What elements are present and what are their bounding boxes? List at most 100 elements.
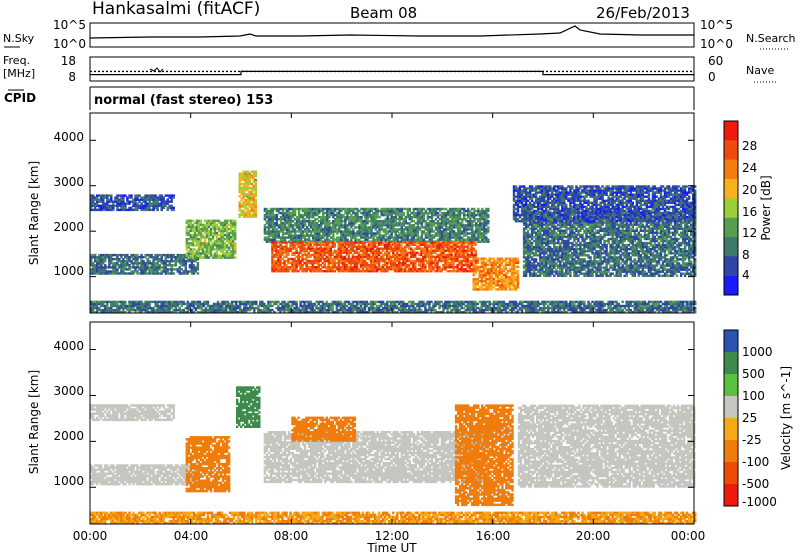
- heatmap-cell: [458, 250, 460, 252]
- heatmap-cell: [452, 262, 454, 264]
- heatmap-cell: [338, 266, 340, 268]
- heatmap-cell: [320, 241, 322, 243]
- heatmap-cell: [156, 262, 158, 264]
- heatmap-cell: [352, 230, 354, 232]
- heatmap-cell: [234, 220, 236, 222]
- heatmap-cell: [368, 258, 370, 260]
- heatmap-cell: [308, 239, 310, 241]
- heatmap-cell: [421, 234, 423, 236]
- heatmap-cell: [352, 208, 354, 210]
- heatmap-cell: [255, 201, 257, 203]
- heatmap-cell: [428, 262, 430, 264]
- heatmap-cell: [443, 222, 445, 224]
- heatmap-cell: [416, 252, 418, 254]
- heatmap-cell: [188, 242, 190, 244]
- station-title: Hankasalmi (fitACF): [92, 0, 260, 19]
- heatmap-cell: [414, 248, 416, 250]
- heatmap-cell: [278, 212, 280, 214]
- heatmap-cell: [316, 241, 318, 243]
- heatmap-cell: [277, 250, 279, 252]
- heatmap-cell: [431, 226, 433, 228]
- heatmap-cell: [368, 208, 370, 210]
- heatmap-cell: [197, 272, 199, 274]
- heatmap-cell: [475, 262, 477, 264]
- noise-right-tick-bottom: 10^0: [700, 37, 733, 51]
- heatmap-cell: [368, 236, 370, 238]
- heatmap-cell: [324, 258, 326, 260]
- nave-label: Nave: [746, 64, 774, 77]
- heatmap-cell: [188, 246, 190, 248]
- heatmap-cell: [384, 262, 386, 264]
- heatmap-cell: [218, 254, 220, 256]
- heatmap-cell: [378, 262, 380, 264]
- heatmap-cell: [417, 230, 419, 232]
- heatmap-cell: [173, 207, 175, 209]
- freq-tick-top: 18: [61, 54, 76, 68]
- heatmap-cell: [293, 252, 295, 254]
- heatmap-cell: [255, 183, 257, 185]
- heatmap-cell: [458, 241, 460, 243]
- heatmap-cell: [307, 266, 309, 268]
- heatmap-cell: [535, 264, 537, 266]
- heatmap-cell: [136, 209, 138, 211]
- heatmap-cell: [475, 254, 477, 256]
- heatmap-cell: [535, 275, 537, 277]
- heatmap-cell: [202, 246, 204, 248]
- heatmap-cell: [292, 216, 294, 218]
- heatmap-cell: [322, 216, 324, 218]
- heatmap-cell: [156, 205, 158, 207]
- heatmap-cell: [368, 216, 370, 218]
- heatmap-cell: [218, 234, 220, 236]
- heatmap-cell: [188, 238, 190, 240]
- heatmap-cell: [382, 228, 384, 230]
- heatmap-cell: [352, 222, 354, 224]
- heatmap-cell: [475, 282, 477, 284]
- heatmap-cell: [539, 275, 541, 277]
- heatmap-cell: [458, 262, 460, 264]
- heatmap-cell: [354, 222, 356, 224]
- date-title: 26/Feb/2013: [596, 4, 690, 22]
- heatmap-cell: [414, 266, 416, 268]
- heatmap-cell: [200, 220, 202, 222]
- heatmap-cell: [287, 254, 289, 256]
- heatmap-cell: [382, 234, 384, 236]
- heatmap-cell: [429, 222, 431, 224]
- heatmap-cell: [517, 286, 519, 288]
- heatmap-cell: [96, 199, 98, 201]
- heatmap-cell: [400, 244, 402, 246]
- heatmap-cell: [285, 244, 287, 246]
- heatmap-cell: [202, 256, 204, 258]
- heatmap-cell: [475, 241, 477, 243]
- heatmap-cell: [126, 268, 128, 270]
- heatmap-cell: [471, 226, 473, 228]
- heatmap-cell: [232, 232, 234, 234]
- heatmap-cell: [352, 228, 354, 230]
- heatmap-cell: [234, 242, 236, 244]
- heatmap-cell: [487, 216, 489, 218]
- heatmap-cell: [399, 222, 401, 224]
- heatmap-cell: [338, 230, 340, 232]
- heatmap-cell: [307, 244, 309, 246]
- heatmap-cell: [368, 241, 370, 243]
- heatmap-cell: [429, 230, 431, 232]
- heatmap-cell: [505, 272, 507, 274]
- heatmap-cell: [307, 254, 309, 256]
- heatmap-cell: [188, 232, 190, 234]
- heatmap-cell: [247, 171, 249, 173]
- heatmap-cell: [255, 205, 257, 207]
- noise-right-label: N.Search: [746, 32, 796, 45]
- heatmap-cell: [485, 236, 487, 238]
- heatmap-cell: [188, 254, 190, 256]
- heatmap-cell: [112, 205, 114, 207]
- heatmap-cell: [376, 212, 378, 214]
- heatmap-cell: [394, 241, 396, 243]
- heatmap-cell: [507, 272, 509, 274]
- heatmap-cell: [122, 199, 124, 201]
- heatmap-cell: [424, 241, 426, 243]
- heatmap-cell: [382, 241, 384, 243]
- heatmap-cell: [487, 239, 489, 241]
- heatmap-cell: [489, 264, 491, 266]
- heatmap-cell: [489, 282, 491, 284]
- heatmap-cell: [399, 228, 401, 230]
- noise-left-tick-bottom: 10^0: [53, 37, 86, 51]
